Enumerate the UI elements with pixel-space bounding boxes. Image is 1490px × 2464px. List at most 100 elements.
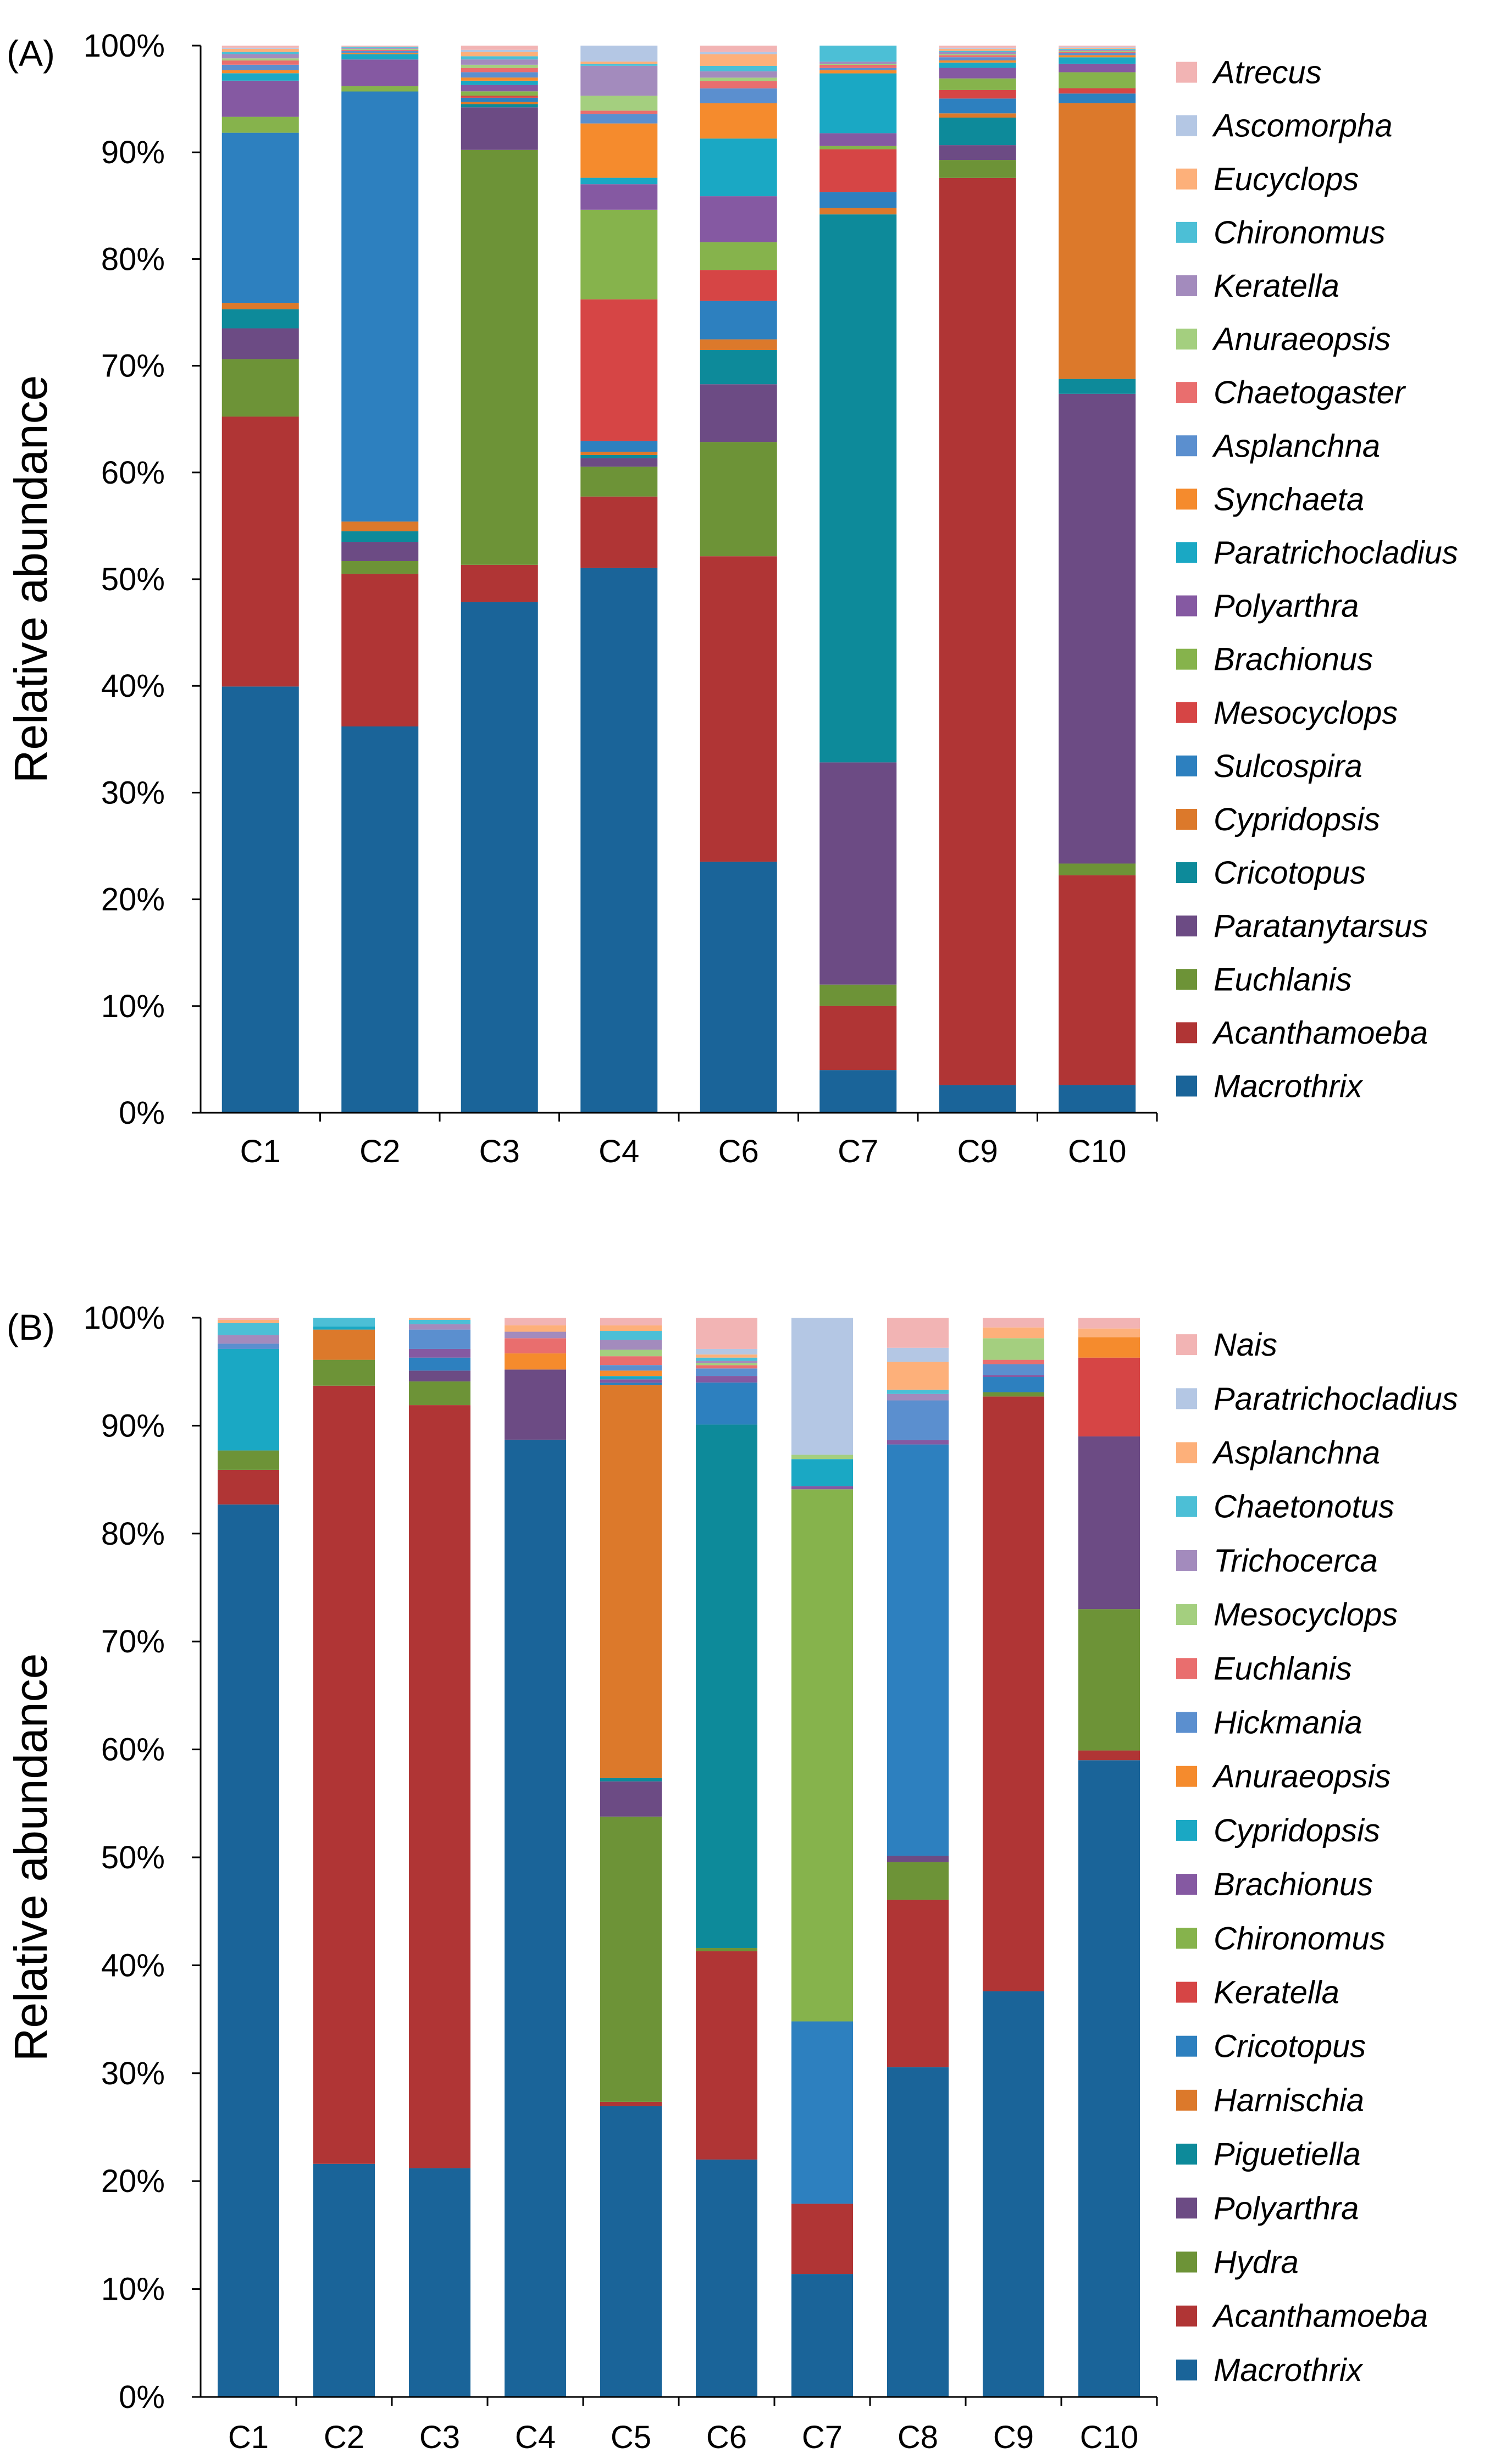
bar-segment-c3-brachionus (461, 91, 538, 96)
bar-segment-c1-sulcospira (221, 132, 299, 303)
bar-segment-c6-acanthamoeba (700, 556, 777, 862)
bar-segment-c10-brachionus (1059, 72, 1136, 88)
bar-segment-c8-chaetonotus (887, 1389, 949, 1394)
bar-segment-c4-nais (505, 1318, 566, 1325)
legend-swatch (1176, 1550, 1197, 1571)
legend-label: Euchlanis (1214, 962, 1351, 997)
legend-swatch (1176, 435, 1197, 457)
legend-item: Ascomorpha (1176, 108, 1393, 144)
legend-swatch (1176, 1334, 1197, 1356)
legend-label: Chironomus (1214, 215, 1386, 251)
y-tick-label: 30% (101, 775, 165, 811)
legend-label: Macrothrix (1214, 2352, 1364, 2388)
legend-label: Cricotopus (1214, 855, 1366, 891)
bar-segment-c7-sulcospira (819, 192, 897, 208)
legend-label: Acanthamoeba (1212, 2299, 1428, 2334)
bar-segment-c6-cricotopus (700, 350, 777, 385)
legend-swatch (1176, 1766, 1197, 1787)
bar-segment-c1-paratrichocladius (221, 73, 299, 81)
x-tick-label: C1 (228, 2419, 269, 2455)
bar-segment-c9-paratanytarsus (939, 145, 1016, 160)
bar-segment-c1-hydra (218, 1450, 279, 1470)
bar-segment-c3-chaetonotus (409, 1319, 470, 1324)
legend-swatch (1176, 1819, 1197, 1841)
bar-segment-c2-euchlanis (341, 560, 419, 574)
bar-segment-c8-nais (887, 1318, 949, 1348)
bar-segment-c3-mesocyclops (461, 96, 538, 98)
bar-segment-c9-acanthamoeba (939, 177, 1016, 1085)
bar-segment-c8-asplanchna (887, 1362, 949, 1390)
bar-segment-c6-macrothrix (700, 862, 777, 1113)
bar-segment-c1-atrecus (221, 46, 299, 48)
bar-segment-c6-paratanytarsus (700, 384, 777, 442)
bar-segment-c4-ascomorpha (580, 46, 658, 62)
legend-label: Chaetogaster (1214, 375, 1406, 410)
bar-segment-c2-asplanchna (341, 51, 419, 53)
bar-segment-c3-polyarthra (461, 85, 538, 92)
bar-segment-c9-euchlanis (939, 160, 1016, 178)
legend-swatch (1176, 1658, 1197, 1679)
bar-segment-c10-atrecus (1059, 46, 1136, 47)
y-tick-label: 90% (101, 1408, 165, 1444)
legend-label: Sulcospira (1214, 748, 1362, 784)
legend-label: Piguetiella (1214, 2136, 1361, 2172)
bar-segment-c7-cypridopsis (819, 208, 897, 215)
legend-item: Chironomus (1176, 1921, 1386, 1956)
bar-segment-c7-polyarthra (819, 133, 897, 146)
legend-label: Paratrichocladius (1214, 1381, 1458, 1417)
bar-segment-c3-polyarthra (409, 1370, 470, 1381)
x-tick-label: C8 (898, 2419, 938, 2455)
bar-segment-c4-macrothrix (505, 1439, 566, 2397)
legend-item: Hydra (1176, 2245, 1299, 2280)
bar-segment-c8-acanthamoeba (887, 1900, 949, 2068)
legend-item: Anuraeopsis (1176, 321, 1391, 357)
bar-segment-c3-cricotopus (461, 104, 538, 108)
legend-swatch (1176, 969, 1197, 990)
bar-segment-c1-asplanchna (218, 1319, 279, 1323)
bar-segment-c6-hydra (696, 1947, 757, 1951)
bar-segment-c1-synchaeta (221, 70, 299, 74)
x-tick-label: C7 (802, 2419, 843, 2455)
bar-segment-c6-brachionus (696, 1376, 757, 1383)
bar-segment-c6-asplanchna (700, 88, 777, 103)
bar-segment-c2-atrecus (341, 46, 419, 47)
bar-segment-c1-keratella (221, 54, 299, 59)
bar-segment-c4-anuraeopsis (580, 96, 658, 111)
bar-segment-c9-hickmania (983, 1364, 1044, 1375)
x-tick-label: C4 (599, 1134, 639, 1169)
legend-item: Chaetogaster (1176, 375, 1406, 410)
bar-segment-c10-polyarthra (1078, 1436, 1140, 1610)
legend: Atrecus Ascomorpha Eucyclops Chironomus Kera… (1176, 55, 1458, 1104)
legend-label: Anuraeopsis (1212, 1759, 1391, 1795)
bar-segment-c7-macrothrix (791, 2274, 853, 2397)
legend-swatch (1176, 1874, 1197, 1895)
legend-item: Acanthamoeba (1176, 2299, 1428, 2334)
bar-segment-c5-hickmania (600, 1365, 662, 1371)
bar-segment-c2-acanthamoeba (313, 1385, 375, 2164)
bar-segment-c6-anuraeopsis (700, 77, 777, 81)
legend-label: Brachionus (1214, 642, 1373, 678)
bar-segment-c1-nais (218, 1318, 279, 1320)
legend-label: Trichocerca (1214, 1543, 1378, 1579)
bar-segment-c6-sulcospira (700, 301, 777, 340)
bar-segment-c9-cypridopsis (939, 113, 1016, 118)
bar-segment-c1-trichocerca (218, 1335, 279, 1344)
legend-swatch (1176, 1496, 1197, 1517)
legend-item: Harnischia (1176, 2083, 1364, 2118)
x-tick-label: C2 (359, 1134, 400, 1169)
bar-segment-c6-hickmania (696, 1368, 757, 1377)
legend-item: Mesocyclops (1176, 695, 1398, 731)
bar-segment-c7-cricotopus (819, 214, 897, 763)
bar-segment-c3-acanthamoeba (461, 564, 538, 602)
x-tick-label: C9 (957, 1134, 998, 1169)
legend-label: Hickmania (1214, 1705, 1362, 1741)
bar-segment-c9-asplanchna (983, 1327, 1044, 1339)
bar-segment-c7-synchaeta (819, 70, 897, 74)
bar-segment-c7-brachionus (791, 1486, 853, 1490)
bar-segment-c6-euchlanis (700, 442, 777, 557)
legend-label: Asplanchna (1212, 1435, 1380, 1471)
bar-segment-c7-acanthamoeba (791, 2204, 853, 2274)
bar-segment-c9-anuraeopsis (939, 54, 1016, 56)
bar-segment-c9-nais (983, 1318, 1044, 1328)
y-tick-label: 60% (101, 455, 165, 491)
